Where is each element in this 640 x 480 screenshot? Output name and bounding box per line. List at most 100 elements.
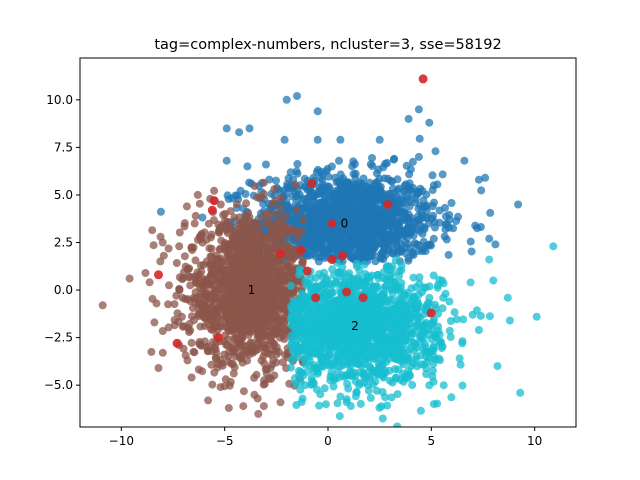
data-point bbox=[322, 274, 331, 283]
data-point bbox=[216, 244, 224, 253]
data-point bbox=[405, 170, 414, 179]
data-point bbox=[349, 170, 358, 178]
data-point bbox=[447, 199, 456, 207]
data-point bbox=[165, 281, 173, 290]
data-point bbox=[377, 402, 386, 411]
data-point bbox=[149, 241, 158, 250]
data-point bbox=[430, 198, 438, 207]
data-point bbox=[366, 160, 375, 169]
data-point bbox=[390, 154, 399, 163]
data-point bbox=[467, 247, 476, 256]
data-point bbox=[420, 360, 429, 369]
data-point bbox=[251, 237, 260, 246]
data-point bbox=[244, 277, 252, 286]
data-point bbox=[307, 326, 316, 335]
data-point bbox=[207, 244, 216, 253]
data-point bbox=[452, 315, 461, 324]
data-point bbox=[395, 337, 404, 346]
data-point bbox=[270, 185, 279, 194]
data-point bbox=[485, 312, 494, 321]
data-point bbox=[485, 234, 494, 243]
data-point bbox=[330, 279, 339, 288]
data-point bbox=[368, 295, 376, 304]
data-point bbox=[429, 360, 438, 369]
data-point bbox=[292, 206, 301, 215]
data-point bbox=[437, 339, 446, 348]
data-point bbox=[305, 239, 314, 248]
data-point bbox=[315, 401, 324, 410]
y-tick-label: 10.0 bbox=[46, 93, 73, 107]
data-point bbox=[243, 162, 252, 171]
data-point bbox=[276, 233, 285, 242]
data-point bbox=[366, 309, 375, 318]
data-point bbox=[388, 306, 397, 315]
data-point bbox=[141, 269, 150, 277]
data-point bbox=[408, 381, 417, 389]
data-point bbox=[416, 333, 425, 342]
data-point bbox=[223, 335, 232, 344]
data-point bbox=[318, 199, 327, 208]
data-point bbox=[394, 285, 403, 294]
data-point bbox=[274, 258, 283, 267]
data-point bbox=[352, 388, 361, 397]
data-point bbox=[282, 95, 291, 104]
data-point bbox=[421, 202, 430, 211]
data-point bbox=[238, 257, 247, 266]
data-point bbox=[378, 354, 387, 363]
data-point bbox=[410, 302, 419, 311]
data-point bbox=[516, 388, 525, 397]
data-point bbox=[285, 379, 294, 388]
data-point bbox=[220, 303, 229, 312]
data-point bbox=[454, 212, 462, 221]
data-point bbox=[243, 348, 251, 357]
data-point bbox=[353, 221, 362, 229]
data-point bbox=[200, 337, 209, 346]
data-point bbox=[287, 339, 296, 348]
data-point bbox=[281, 350, 290, 359]
centroid-point bbox=[296, 245, 306, 255]
y-tick-label: 2.5 bbox=[54, 236, 73, 250]
data-point bbox=[295, 306, 304, 315]
data-point bbox=[229, 369, 238, 378]
data-point bbox=[344, 302, 353, 311]
data-point bbox=[286, 263, 295, 272]
data-point bbox=[343, 371, 352, 380]
data-point bbox=[404, 256, 413, 265]
data-point bbox=[425, 293, 434, 302]
data-point bbox=[387, 393, 396, 402]
data-point bbox=[210, 343, 219, 352]
data-point bbox=[532, 312, 541, 321]
data-point bbox=[445, 210, 454, 219]
data-point bbox=[197, 301, 206, 310]
y-tick-label: 0.0 bbox=[54, 283, 73, 297]
data-point bbox=[375, 135, 384, 144]
data-point bbox=[408, 157, 417, 166]
data-point bbox=[305, 315, 313, 324]
data-point bbox=[324, 172, 333, 181]
data-point bbox=[191, 288, 200, 297]
data-point bbox=[317, 243, 325, 252]
data-point bbox=[262, 160, 270, 169]
centroid-point bbox=[358, 293, 368, 303]
data-point bbox=[350, 301, 359, 310]
data-point bbox=[364, 203, 373, 212]
data-point bbox=[409, 359, 418, 368]
cluster-label-0: 0 bbox=[341, 217, 349, 231]
data-point bbox=[298, 216, 307, 224]
data-point bbox=[429, 211, 438, 220]
data-point bbox=[272, 358, 281, 367]
data-point bbox=[408, 313, 417, 322]
data-point bbox=[371, 219, 380, 228]
data-point bbox=[329, 329, 338, 337]
data-point bbox=[406, 229, 415, 238]
data-point bbox=[250, 373, 259, 382]
data-point bbox=[265, 251, 274, 260]
data-point bbox=[493, 362, 502, 371]
data-point bbox=[224, 404, 233, 412]
data-point bbox=[292, 401, 301, 409]
data-point bbox=[446, 333, 455, 341]
data-point bbox=[377, 254, 386, 263]
centroid-point bbox=[383, 200, 393, 209]
data-point bbox=[397, 196, 406, 204]
centroid-point bbox=[276, 249, 285, 259]
